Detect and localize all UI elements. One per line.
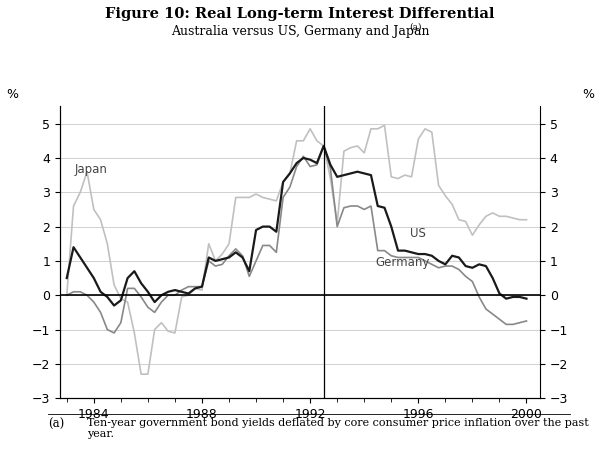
Text: (a): (a) bbox=[409, 22, 422, 31]
Text: Figure 10: Real Long-term Interest Differential: Figure 10: Real Long-term Interest Diffe… bbox=[105, 7, 495, 21]
Text: Germany: Germany bbox=[375, 256, 430, 269]
Text: Japan: Japan bbox=[75, 163, 108, 176]
Text: Australia versus US, Germany and Japan: Australia versus US, Germany and Japan bbox=[171, 25, 429, 38]
Text: US: US bbox=[410, 227, 426, 240]
Text: Ten-year government bond yields deflated by core consumer price inflation over t: Ten-year government bond yields deflated… bbox=[87, 418, 589, 439]
Text: %: % bbox=[6, 88, 18, 100]
Text: (a): (a) bbox=[48, 418, 64, 431]
Text: %: % bbox=[582, 88, 594, 100]
